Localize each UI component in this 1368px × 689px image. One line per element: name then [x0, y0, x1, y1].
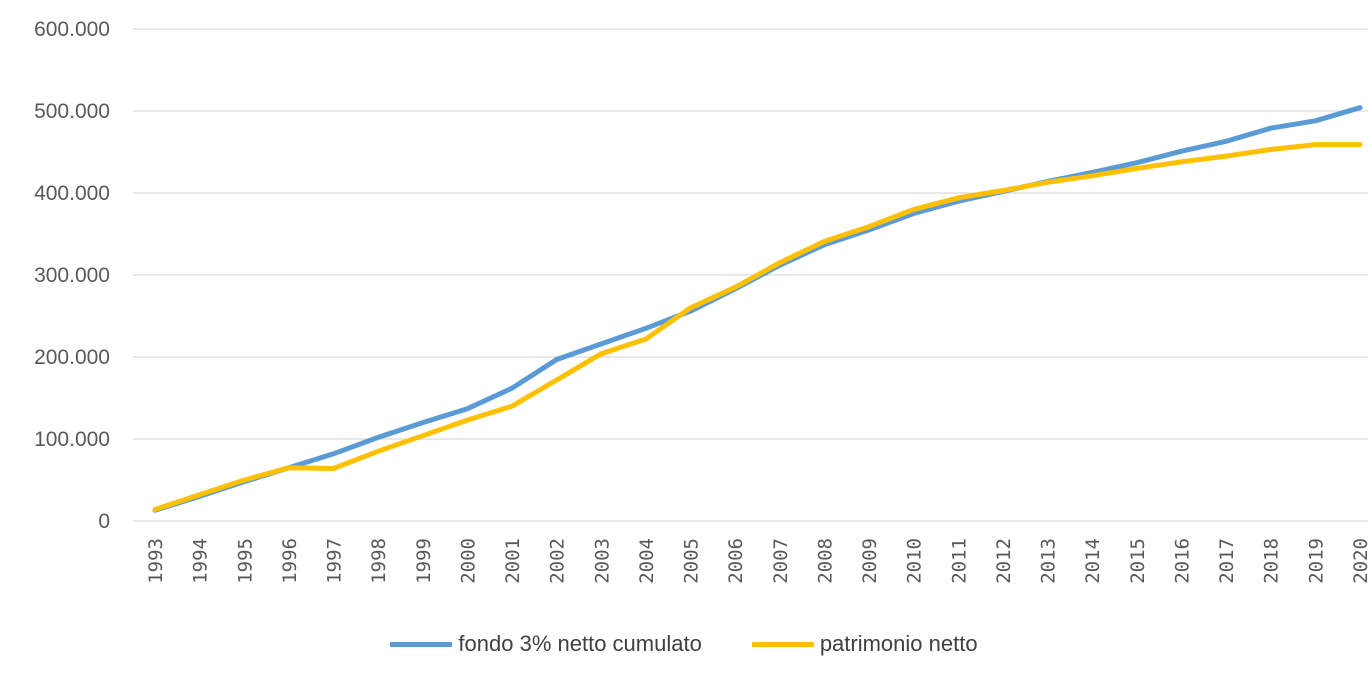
x-tick-label: 1993	[145, 538, 167, 584]
y-tick-label: 0	[98, 510, 110, 533]
x-tick-label: 2001	[502, 538, 524, 584]
y-tick-label: 100.000	[34, 428, 110, 451]
series-line-0	[152, 105, 1363, 513]
x-tick-label: 1994	[190, 538, 212, 584]
x-tick-label: 1996	[279, 538, 301, 584]
series-line-1	[152, 142, 1363, 512]
legend-label-patrimonio: patrimonio netto	[819, 631, 978, 656]
x-tick-label: 2003	[591, 538, 613, 584]
x-tick-label: 2019	[1305, 538, 1327, 584]
y-tick-label: 300.000	[34, 264, 110, 287]
x-tick-label: 1999	[413, 538, 435, 584]
x-tick-label: 1997	[324, 538, 346, 584]
x-tick-label: 2005	[681, 538, 703, 584]
x-tick-label: 1995	[234, 538, 256, 584]
y-tick-label: 600.000	[34, 18, 110, 41]
x-tick-label: 2008	[814, 538, 836, 584]
x-tick-label: 1998	[368, 538, 390, 584]
series-lines	[152, 105, 1363, 513]
y-tick-label: 400.000	[34, 182, 110, 205]
x-tick-label: 2012	[993, 538, 1015, 584]
x-tick-label: 2011	[948, 538, 970, 584]
x-tick-label: 2018	[1261, 538, 1283, 584]
x-tick-label: 2000	[457, 538, 479, 584]
y-tick-label: 500.000	[34, 100, 110, 123]
legend-swatch-fondo	[390, 641, 453, 647]
x-tick-label: 2007	[770, 538, 792, 584]
x-tick-label: 2002	[547, 538, 569, 584]
legend-label-fondo: fondo 3% netto cumulato	[458, 631, 702, 656]
legend: fondo 3% netto cumulato patrimonio netto	[0, 624, 1368, 664]
x-tick-label: 2004	[636, 538, 658, 584]
legend-swatch-patrimonio	[751, 641, 814, 647]
x-tick-label: 2015	[1127, 538, 1149, 584]
gridlines	[133, 28, 1368, 522]
x-axis-ticks: 1993 1994 1995 1996 1997 1998 1999 2000 2001 2002…	[145, 538, 1368, 584]
y-tick-label: 200.000	[34, 346, 110, 369]
y-axis-ticks: 0 100.000 200.000 300.000 400.000 500.000 600.…	[34, 18, 110, 533]
x-tick-label: 2020	[1350, 538, 1368, 584]
x-tick-label: 2013	[1038, 538, 1060, 584]
x-tick-label: 2009	[859, 538, 881, 584]
legend-item-patrimonio: patrimonio netto	[751, 631, 978, 657]
x-tick-label: 2017	[1216, 538, 1238, 584]
x-tick-label: 2006	[725, 538, 747, 584]
x-tick-label: 2016	[1171, 538, 1193, 584]
x-tick-label: 2014	[1082, 538, 1104, 584]
x-tick-label: 2010	[904, 538, 926, 584]
legend-item-fondo: fondo 3% netto cumulato	[390, 631, 702, 657]
